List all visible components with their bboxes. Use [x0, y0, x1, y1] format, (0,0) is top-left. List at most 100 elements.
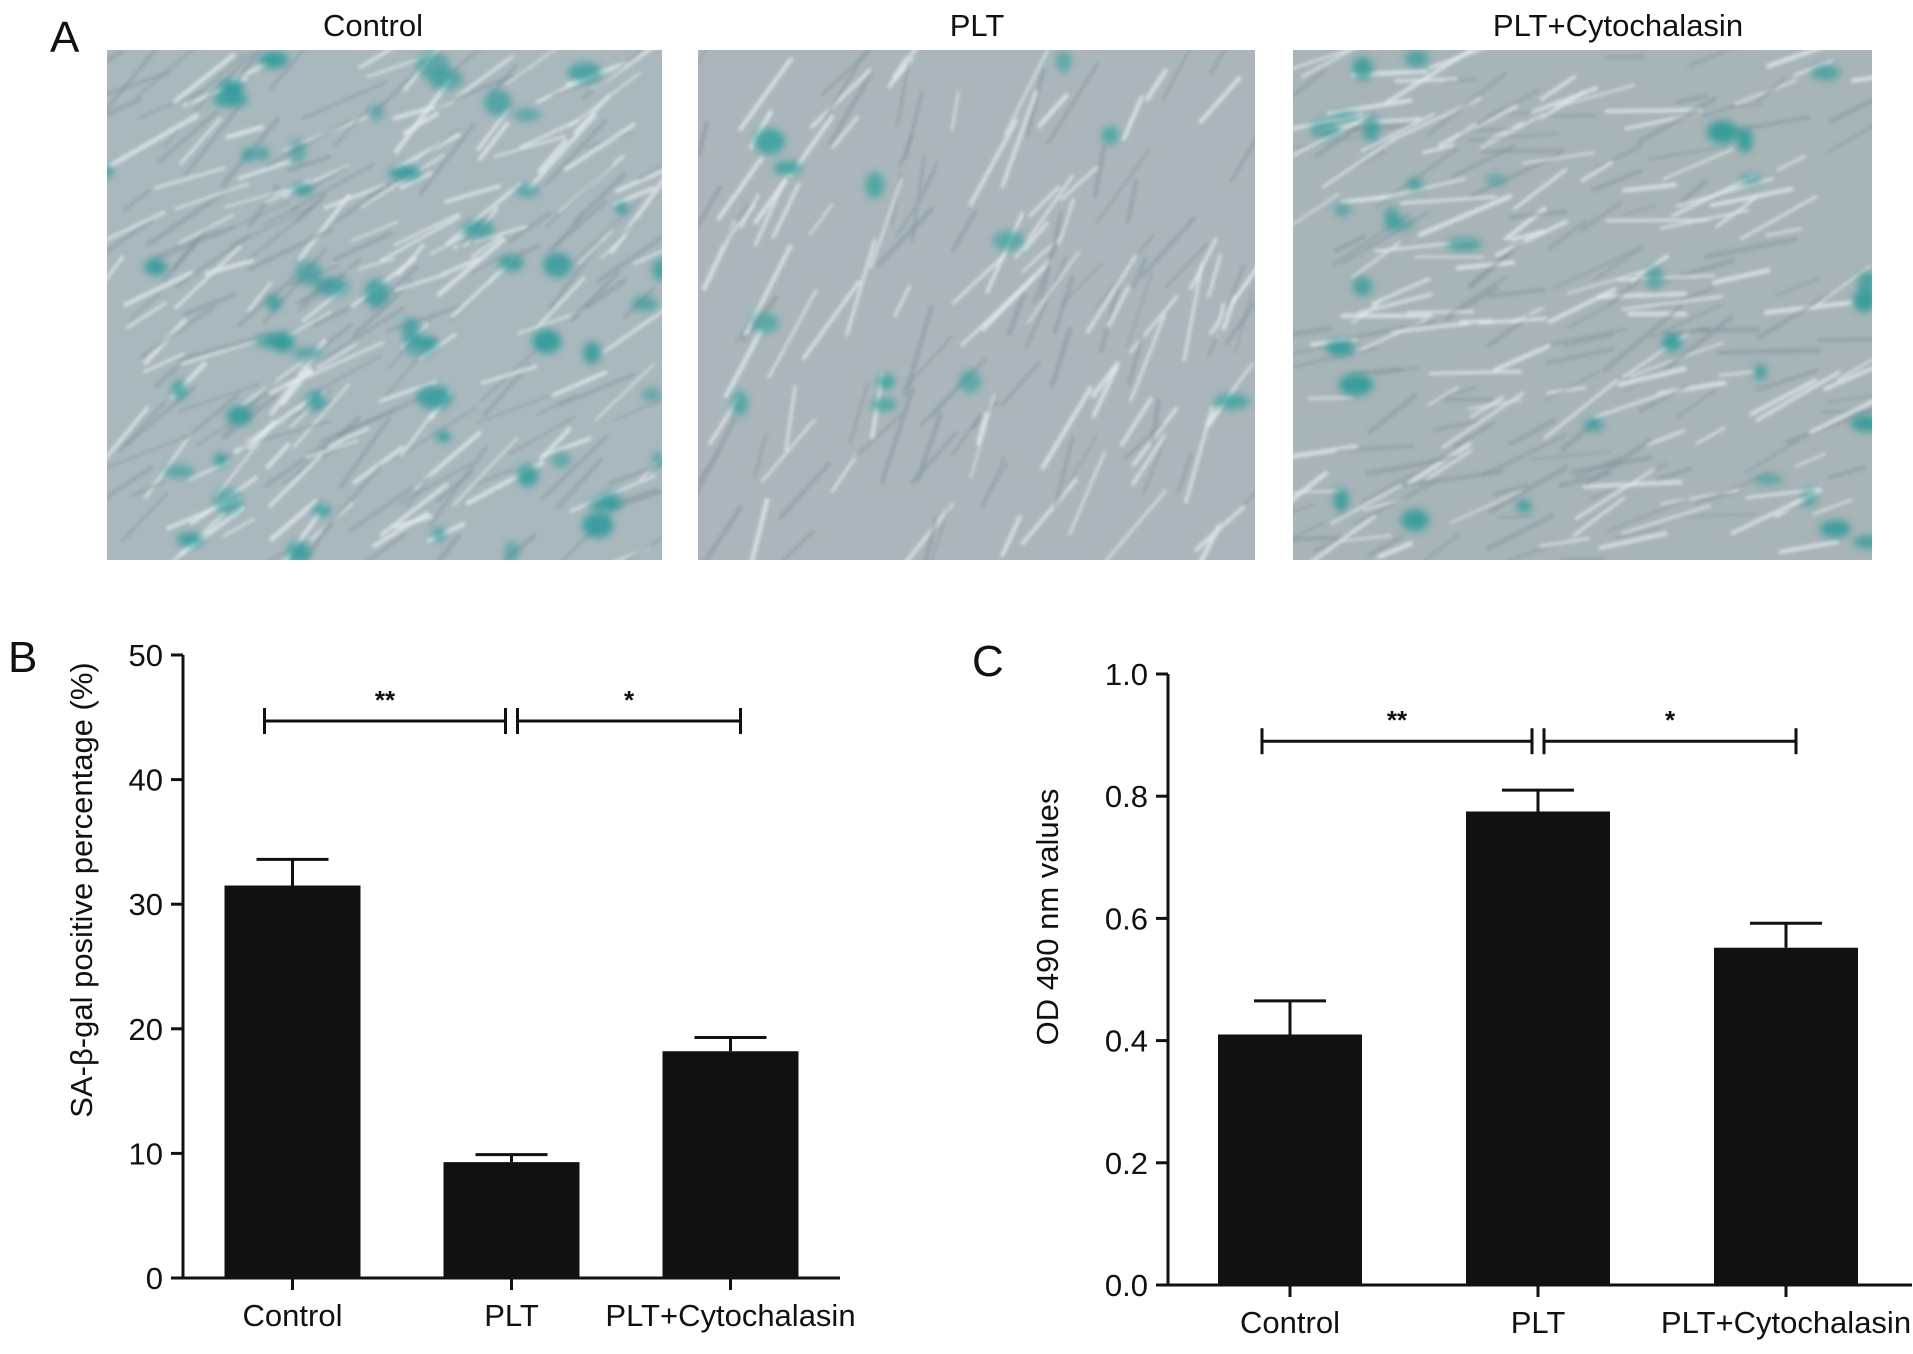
cell-streak: [1827, 465, 1867, 480]
cell-streak: [820, 50, 873, 96]
cell-streak: [1487, 121, 1524, 142]
cell-streak: [618, 487, 660, 505]
cell-streak: [1476, 88, 1540, 127]
cell-streak: [107, 70, 171, 97]
cell-streak: [845, 238, 877, 336]
cell-streak: [150, 229, 220, 259]
cell-streak: [1360, 471, 1416, 503]
cell-streak: [269, 499, 318, 542]
cell-streak: [1131, 434, 1167, 486]
cell-streak: [1609, 276, 1643, 305]
micrograph-control-stain: [107, 51, 662, 560]
stain-spot: [1310, 119, 1341, 138]
stain-spot: [107, 165, 114, 179]
cell-streak: [892, 50, 914, 78]
cell-streak: [778, 461, 832, 520]
cell-streak: [225, 124, 264, 140]
panel-b-x-tick-label: PLT: [484, 1298, 539, 1333]
cell-streak: [1293, 50, 1352, 70]
cell-streak: [1127, 333, 1145, 386]
cell-streak: [578, 229, 614, 265]
stain-spot: [1739, 174, 1761, 185]
stain-spot: [388, 165, 422, 180]
cell-streak: [1580, 160, 1614, 183]
stain-spot: [1645, 265, 1664, 290]
stain-spot: [401, 317, 420, 345]
cell-streak: [1657, 380, 1727, 396]
stain-spot: [1850, 415, 1872, 432]
cell-streak: [1125, 179, 1139, 224]
cell-streak: [612, 186, 656, 207]
cell-streak: [540, 435, 609, 501]
cell-streak: [482, 362, 532, 417]
panel-c-x-tick-label: PLT+Cytochalasin: [1661, 1305, 1911, 1340]
cell-streak: [301, 80, 388, 120]
cell-streak: [418, 127, 461, 161]
cell-streak: [1823, 366, 1872, 391]
cell-streak: [1057, 198, 1075, 246]
stain-spot: [582, 341, 601, 365]
cell-streak: [264, 439, 333, 488]
micrograph-control-cells: [107, 50, 662, 560]
cell-streak: [1850, 75, 1872, 83]
cell-streak: [1059, 166, 1098, 202]
cell-streak: [1765, 50, 1822, 69]
cell-streak: [1510, 229, 1545, 242]
cell-streak: [316, 342, 358, 370]
cell-streak: [637, 164, 662, 181]
cell-streak: [1427, 50, 1484, 70]
cell-streak: [173, 245, 242, 310]
cell-streak: [1301, 50, 1355, 78]
cell-streak: [1432, 419, 1481, 432]
cell-streak: [301, 521, 334, 560]
cell-streak: [1728, 103, 1763, 108]
cell-streak: [1624, 114, 1688, 131]
stain-spot: [218, 79, 245, 95]
cell-streak: [1647, 144, 1729, 161]
cell-streak: [1566, 301, 1615, 329]
cell-streak: [1025, 66, 1046, 137]
stain-spot: [1407, 178, 1423, 190]
stain-spot: [1333, 488, 1349, 513]
cell-streak: [1367, 534, 1405, 558]
cell-streak: [323, 183, 387, 210]
cell-streak: [351, 220, 399, 242]
stain-spot: [213, 92, 248, 108]
stain-spot: [1405, 50, 1429, 68]
cell-streak: [981, 461, 1009, 505]
stain-spot: [1334, 202, 1351, 217]
cell-streak: [399, 171, 433, 190]
cell-streak: [1675, 388, 1718, 419]
cell-streak: [1194, 505, 1245, 552]
cell-streak: [1794, 452, 1826, 468]
cell-streak: [214, 420, 277, 498]
cell-streak: [1142, 439, 1166, 495]
cell-streak: [1560, 557, 1607, 560]
cell-streak: [1426, 72, 1507, 137]
cell-streak: [1441, 391, 1525, 449]
cell-streak: [1310, 514, 1376, 560]
stain-spot: [1753, 363, 1767, 381]
cell-streak: [507, 211, 553, 244]
panel-b-y-axis-title: SA-β-gal positive percentage (%): [64, 662, 99, 1117]
cell-streak: [1756, 292, 1831, 340]
cell-streak: [379, 215, 462, 262]
cell-streak: [473, 468, 514, 486]
cell-streak: [551, 370, 608, 398]
cell-streak: [333, 183, 391, 224]
cell-streak: [960, 276, 1035, 347]
cell-streak: [427, 445, 488, 528]
cell-streak: [1371, 277, 1431, 306]
cell-streak: [352, 445, 405, 485]
cell-streak: [179, 117, 222, 166]
stain-spot: [435, 431, 451, 443]
cell-streak: [505, 50, 556, 86]
stain-spot: [582, 512, 614, 538]
stain-spot: [171, 380, 187, 400]
cell-streak: [968, 118, 1019, 207]
cell-streak: [1444, 386, 1478, 398]
cell-streak: [568, 198, 643, 267]
stain-spot: [1352, 276, 1373, 297]
cell-streak: [869, 178, 903, 269]
